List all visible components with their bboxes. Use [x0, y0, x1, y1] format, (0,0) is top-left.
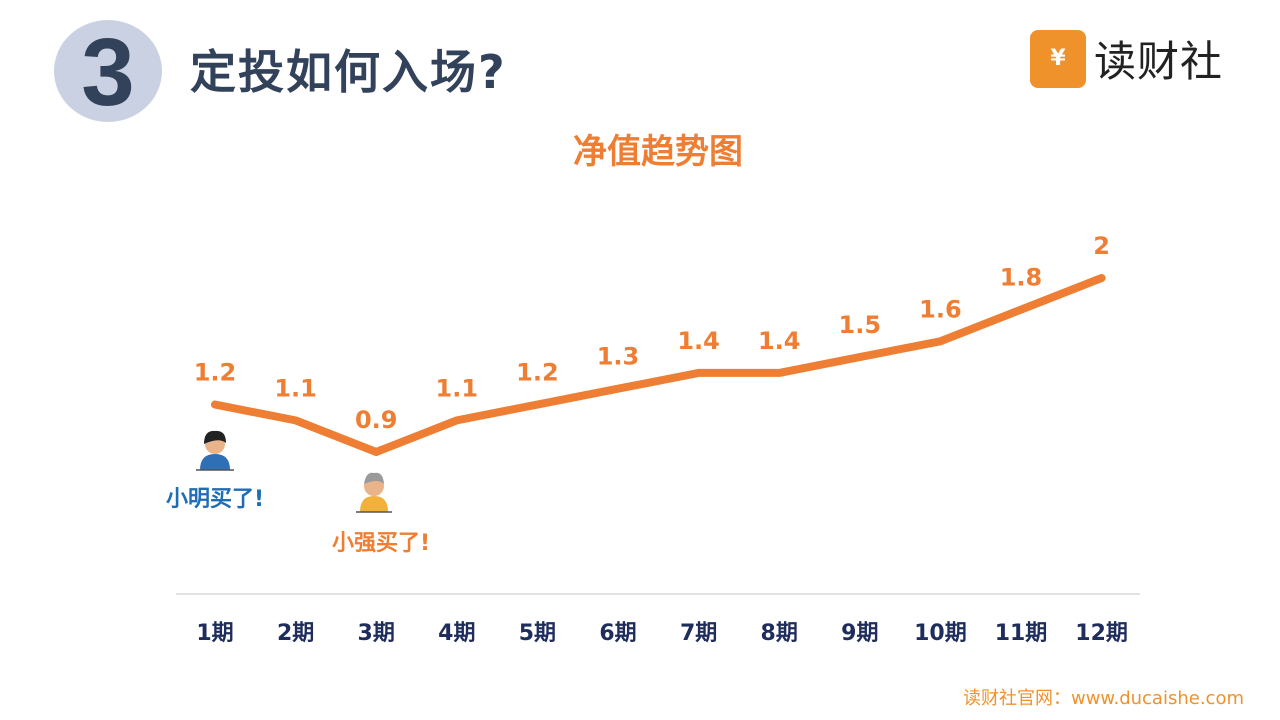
x-tick-label: 1期: [196, 621, 233, 646]
footer-website: 读财社官网：www.ducaishe.com: [962, 688, 1244, 709]
data-label: 1.5: [839, 311, 882, 339]
boy-avatar-icon: [196, 430, 234, 471]
x-tick-label: 7期: [680, 621, 717, 646]
chart-title: 净值趋势图: [573, 132, 743, 172]
x-tick-label: 8期: [761, 621, 798, 646]
book-icon: ¥: [1030, 29, 1086, 88]
yuan-icon: ¥: [1050, 46, 1066, 71]
data-label: 2: [1093, 232, 1110, 260]
data-label: 1.2: [516, 359, 559, 387]
annotation-xiaoqiang: 小强买了!: [332, 531, 430, 556]
section-number-badge: 3: [54, 20, 162, 122]
data-label: 1.6: [919, 295, 962, 323]
x-tick-label: 12期: [1075, 621, 1128, 646]
section-number: 3: [81, 19, 135, 126]
x-tick-label: 10期: [914, 621, 967, 646]
data-label: 0.9: [355, 406, 398, 434]
data-label: 1.4: [758, 327, 801, 355]
brand-name: 读财社: [1094, 37, 1224, 86]
old-man-avatar-icon: [356, 472, 392, 513]
data-label: 1.1: [274, 374, 317, 402]
x-tick-label: 11期: [995, 621, 1048, 646]
data-label: 1.1: [436, 374, 479, 402]
brand-logo: ¥ 读财社: [1030, 28, 1223, 89]
data-label: 1.3: [597, 343, 640, 371]
x-tick-label: 9期: [841, 621, 878, 646]
data-label: 1.4: [677, 327, 720, 355]
series-line: [211, 274, 1106, 456]
x-tick-label: 3期: [358, 621, 395, 646]
data-label: 1.2: [194, 359, 237, 387]
x-tick-label: 6期: [599, 621, 636, 646]
data-label: 1.8: [1000, 264, 1043, 292]
x-tick-label: 4期: [438, 621, 475, 646]
annotation-xiaoming: 小明买了!: [166, 487, 264, 512]
page-title: 定投如何入场?: [190, 45, 507, 99]
x-tick-label: 2期: [277, 621, 314, 646]
x-tick-label: 5期: [519, 621, 556, 646]
